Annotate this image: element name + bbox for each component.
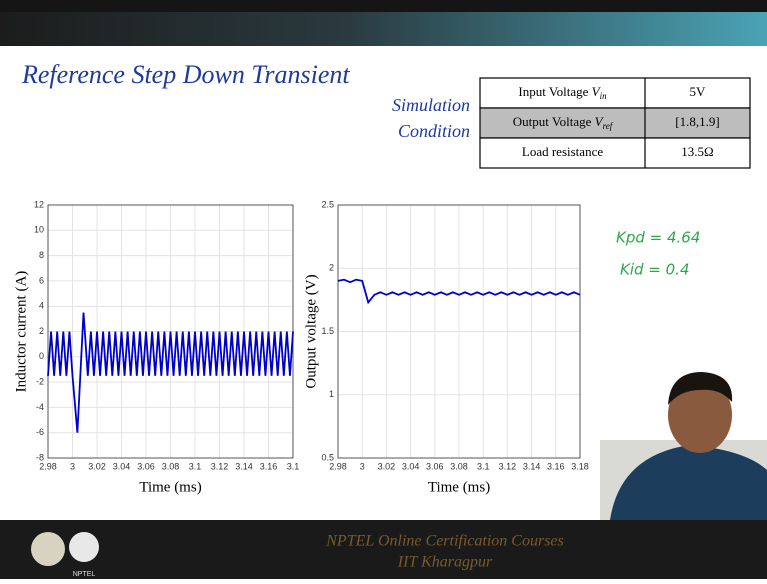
presenter (600, 372, 767, 520)
x-axis-label: Time (ms) (139, 479, 201, 495)
slide: Reference Step Down Transient Simulation… (0, 0, 767, 579)
y-axis-label: Output voltage (V) (303, 274, 319, 388)
x-tick-label: 2.98 (39, 461, 57, 471)
x-tick-label: 3.08 (450, 461, 468, 471)
y-tick-label: 1 (329, 389, 334, 399)
y-tick-label: 2 (39, 326, 44, 336)
condition-table: Input Voltage Vin 5V Output Voltage Vref [1… (480, 78, 750, 168)
x-tick-label: 3.1 (477, 461, 490, 471)
y-tick-label: 4 (39, 301, 44, 311)
y-tick-label: 2.5 (321, 199, 334, 209)
x-tick-label: 3.16 (547, 461, 565, 471)
logo (31, 532, 65, 566)
handwritten-note: Kpd = 4.64 (616, 229, 700, 247)
x-axis-label: Time (ms) (428, 479, 490, 495)
condition-label: Simulation (392, 95, 470, 115)
y-axis-label: Inductor current (A) (13, 271, 29, 393)
y-tick-label: 6 (39, 275, 44, 285)
x-tick-label: 3.06 (426, 461, 444, 471)
cell-sub: in (600, 91, 608, 101)
x-tick-label: 3.1 (189, 461, 202, 471)
footer-text: NPTEL Online Certification Courses (325, 533, 564, 550)
x-tick-label: 3 (70, 461, 75, 471)
handwritten-note: Kid = 0.4 (620, 261, 690, 279)
x-tick-label: 3.16 (260, 461, 278, 471)
logo-text: NPTEL (73, 571, 96, 578)
x-tick-label: 2.98 (329, 461, 347, 471)
slide-title: Reference Step Down Transient (21, 60, 350, 89)
x-tick-label: 3.12 (499, 461, 517, 471)
footer-text: IIT Kharagpur (397, 554, 493, 571)
table-cell: 13.5Ω (681, 144, 713, 159)
cell-text: Input Voltage (518, 84, 591, 99)
y-tick-label: 0.5 (321, 452, 334, 462)
x-tick-label: 3.12 (211, 461, 229, 471)
page: Reference Step Down Transient Simulation… (0, 0, 767, 579)
y-tick-label: 1.5 (321, 326, 334, 336)
y-tick-label: 12 (34, 199, 44, 209)
y-tick-label: 10 (34, 225, 44, 235)
table-cell: [1.8,1.9] (675, 114, 719, 129)
table-cell: Input Voltage Vin (518, 84, 607, 101)
header-top (0, 0, 767, 12)
x-tick-label: 3 (360, 461, 365, 471)
cell-sub: ref (603, 121, 614, 131)
x-tick-label: 3.02 (88, 461, 106, 471)
x-tick-label: 3.18 (571, 461, 589, 471)
cell-text: Output Voltage (513, 114, 595, 129)
table-cell: 5V (690, 84, 707, 99)
y-tick-label: 2 (329, 263, 334, 273)
x-tick-label: 3.06 (137, 461, 155, 471)
x-tick-label: 3.04 (113, 461, 131, 471)
cell-text: Load resistance (522, 144, 603, 159)
y-tick-label: 8 (39, 250, 44, 260)
y-tick-label: -4 (36, 402, 44, 412)
y-tick-label: 0 (39, 351, 44, 361)
x-tick-label: 3.08 (162, 461, 180, 471)
table-cell: Output Voltage Vref (513, 114, 614, 131)
y-tick-label: -8 (36, 452, 44, 462)
x-tick-label: 3.14 (523, 461, 541, 471)
y-tick-label: -6 (36, 427, 44, 437)
condition-label: Condition (398, 121, 470, 141)
x-tick-label: 3.1 (287, 461, 300, 471)
x-tick-label: 3.02 (378, 461, 396, 471)
x-tick-label: 3.04 (402, 461, 420, 471)
y-tick-label: -2 (36, 376, 44, 386)
table-cell: Load resistance (522, 144, 603, 159)
logo (69, 532, 99, 562)
x-tick-label: 3.14 (235, 461, 253, 471)
